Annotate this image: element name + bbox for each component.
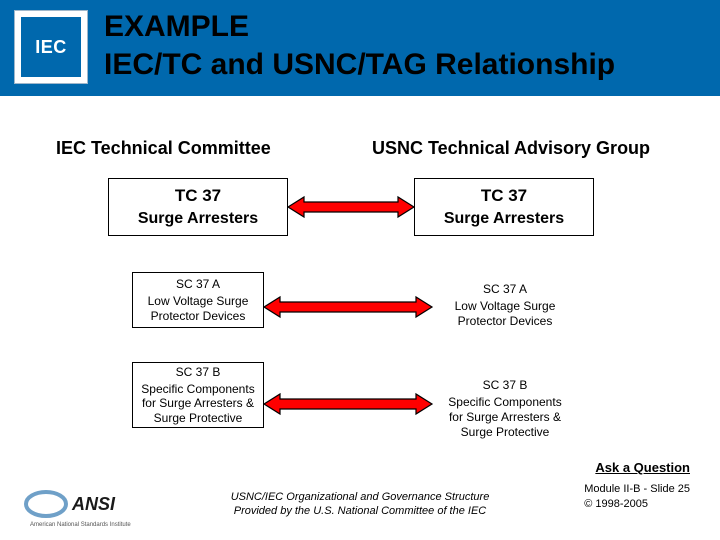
node-label: SC 37 A <box>176 277 220 291</box>
node-sc37a-right: SC 37 A Low Voltage Surge Protector Devi… <box>440 282 570 329</box>
ask-a-question-link[interactable]: Ask a Question <box>595 460 690 475</box>
node-label: TC 37 <box>481 186 527 206</box>
node-label: SC 37 B <box>176 365 221 379</box>
node-label: SC 37 A <box>440 282 570 297</box>
iec-logo: IEC <box>14 10 88 84</box>
connector-arrow-3 <box>264 392 432 416</box>
footer-copyright: © 1998-2005 <box>584 497 690 512</box>
node-label: SC 37 B <box>440 378 570 393</box>
node-sublabel: Low Voltage Surge Protector Devices <box>440 299 570 329</box>
node-sc37b-right: SC 37 B Specific Components for Surge Ar… <box>440 378 570 440</box>
node-sc37a-left: SC 37 A Low Voltage Surge Protector Devi… <box>132 272 264 328</box>
connector-arrow-1 <box>288 195 414 219</box>
node-sc37b-left: SC 37 B Specific Components for Surge Ar… <box>132 362 264 428</box>
node-sublabel: Surge Arresters <box>138 210 258 228</box>
node-label: TC 37 <box>175 186 221 206</box>
slide-title: EXAMPLE IEC/TC and USNC/TAG Relationship <box>104 8 684 83</box>
ansi-logo: ANSI American National Standards Institu… <box>24 486 154 530</box>
footer-provided-by: USNC/IEC Organizational and Governance S… <box>231 490 490 519</box>
footer-center-line1: USNC/IEC Organizational and Governance S… <box>231 490 490 504</box>
title-line2: IEC/TC and USNC/TAG Relationship <box>104 48 615 81</box>
node-tc37-right: TC 37 Surge Arresters <box>414 178 594 236</box>
ansi-logo-text: ANSI <box>71 494 116 514</box>
footer-center-line2: Provided by the U.S. National Committee … <box>231 504 490 518</box>
title-line1: EXAMPLE <box>104 10 249 43</box>
footer-module-info: Module II-B - Slide 25 © 1998-2005 <box>584 482 690 512</box>
footer-module-line: Module II-B - Slide 25 <box>584 482 690 497</box>
node-sublabel: Specific Components for Surge Arresters … <box>139 382 257 425</box>
left-column-heading: IEC Technical Committee <box>56 138 271 159</box>
iec-logo-text: IEC <box>21 17 81 77</box>
node-sublabel: Surge Arresters <box>444 210 564 228</box>
connector-arrow-2 <box>264 295 432 319</box>
svg-text:American National Standards In: American National Standards Institute <box>30 522 131 528</box>
node-sublabel: Specific Components for Surge Arresters … <box>440 395 570 440</box>
node-sublabel: Low Voltage Surge Protector Devices <box>139 294 257 323</box>
right-column-heading: USNC Technical Advisory Group <box>372 138 650 159</box>
node-tc37-left: TC 37 Surge Arresters <box>108 178 288 236</box>
